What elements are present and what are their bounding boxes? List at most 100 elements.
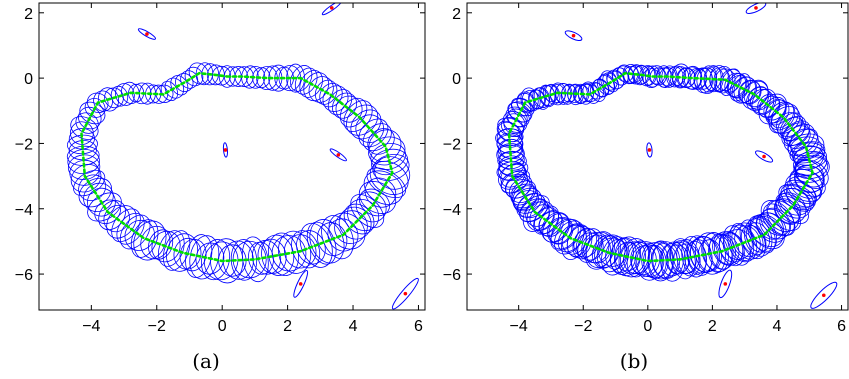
landmark	[646, 142, 653, 158]
x-tick-label: 0	[643, 318, 652, 335]
landmark	[718, 269, 733, 299]
landmark-uncertainty-ellipse	[391, 277, 419, 310]
pose-uncertainty-ellipse	[789, 128, 819, 156]
plot-area	[66, 3, 419, 310]
plot-area	[495, 3, 838, 309]
y-tick-label: −2	[443, 136, 461, 153]
pose-uncertainty-ellipse	[577, 83, 595, 103]
pose-uncertainty-ellipse	[712, 231, 744, 266]
landmark	[745, 3, 767, 14]
axes-frame	[466, 2, 849, 311]
robot-trajectory	[507, 71, 814, 263]
pose-uncertainty-ellipse	[584, 232, 614, 270]
landmark-point	[723, 282, 728, 286]
pose-uncertainty-ellipse	[775, 193, 809, 224]
x-tick-label: −4	[510, 318, 528, 335]
x-tick-label: 6	[414, 318, 423, 335]
y-tick-label: 0	[24, 71, 33, 88]
x-tick-label: 6	[837, 318, 846, 335]
landmark-point	[223, 148, 228, 152]
landmark-uncertainty-ellipse	[293, 269, 309, 298]
pose-uncertainty-ellipse	[374, 156, 411, 190]
pose-uncertainty-ellipse	[794, 165, 825, 193]
pose-uncertainty-ellipse	[671, 63, 691, 88]
pose-uncertainty-ellipse	[666, 241, 691, 275]
pose-uncertainty-ellipse	[550, 219, 582, 251]
x-tick-label: −2	[574, 318, 592, 335]
y-tick-label: −2	[15, 136, 33, 153]
pose-uncertainty-ellipse	[86, 92, 109, 114]
pose-uncertainty-ellipse	[560, 83, 576, 105]
pose-uncertainty-ellipse	[248, 241, 274, 275]
pose-uncertainty-ellipse	[774, 195, 802, 224]
pose-uncertainty-ellipse	[594, 235, 621, 268]
pose-uncertainty-ellipse	[749, 215, 784, 248]
landmark-uncertainty-ellipse	[646, 142, 653, 158]
x-tick-label: 0	[218, 318, 227, 335]
pose-uncertainty-ellipse	[704, 66, 724, 93]
robot-trajectory	[80, 71, 394, 263]
x-tick-label: 2	[708, 318, 717, 335]
pose-uncertainty-ellipse	[743, 79, 769, 108]
y-tick-label: 2	[24, 6, 33, 23]
pose-uncertainty-ellipse	[696, 67, 718, 95]
y-tick-label: 2	[452, 6, 461, 23]
pose-uncertainty-ellipse	[580, 81, 599, 102]
landmark	[293, 269, 309, 298]
landmark-point	[754, 6, 758, 10]
panel-caption: (a)	[192, 349, 220, 373]
x-tick-label: 4	[349, 318, 358, 335]
x-tick-label: −4	[82, 318, 100, 335]
landmark	[755, 150, 774, 163]
landmark	[391, 277, 419, 310]
landmark-point	[403, 291, 408, 296]
landmark-uncertainty-ellipse	[137, 28, 157, 40]
landmark-point	[762, 154, 766, 159]
pose-uncertainty-ellipse	[618, 238, 649, 278]
y-tick-label: −4	[443, 202, 461, 219]
pose-uncertainty-ellipse	[283, 234, 317, 269]
landmark-uncertainty-ellipse	[321, 3, 342, 16]
landmark-point	[571, 33, 576, 38]
landmark	[810, 281, 838, 309]
pose-uncertainty-ellipse	[520, 87, 539, 112]
landmark-uncertainty-ellipse	[755, 150, 774, 163]
axes-frame	[38, 2, 426, 311]
landmark-point	[647, 148, 652, 152]
pose-uncertainty-ellipse	[636, 243, 663, 281]
y-tick-label: 0	[452, 71, 461, 88]
landmark-uncertainty-ellipse	[329, 148, 347, 162]
x-tick-label: 2	[283, 318, 292, 335]
pose-uncertainty-ellipse	[497, 117, 525, 138]
pose-uncertainty-ellipse	[589, 82, 606, 102]
landmark-point	[329, 6, 334, 10]
chart-panel-a: −4 −2 0 2 4 6 2 0 −2 −4 −6 (a)	[15, 2, 426, 373]
landmark-uncertainty-ellipse	[810, 281, 838, 309]
landmark-uncertainty-ellipse	[222, 142, 229, 158]
landmark-point	[336, 153, 341, 157]
landmark-point	[821, 293, 826, 298]
x-tick-label: 4	[773, 318, 782, 335]
x-tick-label: −2	[148, 318, 166, 335]
pose-uncertainty-ellipse	[600, 70, 618, 91]
landmark	[321, 3, 342, 16]
chart-panel-b: −4 −2 0 2 4 6 2 0 −2 −4 −6 (b)	[443, 2, 849, 373]
landmark	[329, 148, 347, 162]
landmark-uncertainty-ellipse	[564, 30, 583, 41]
pose-uncertainty-ellipse	[517, 193, 546, 219]
pose-uncertainty-ellipse	[500, 171, 529, 194]
pose-uncertainty-ellipse	[601, 236, 630, 276]
y-tick-label: −4	[15, 202, 33, 219]
pose-uncertainty-ellipse	[777, 112, 803, 139]
pose-uncertainty-ellipse	[765, 98, 787, 124]
y-tick-label: −6	[15, 267, 33, 284]
y-tick-label: −6	[443, 267, 461, 284]
landmark	[137, 28, 157, 40]
landmark	[564, 30, 583, 41]
landmark	[222, 142, 229, 158]
landmark-point	[145, 32, 149, 36]
landmark-uncertainty-ellipse	[718, 269, 733, 299]
panel-caption: (b)	[620, 349, 648, 373]
landmark-point	[298, 282, 303, 286]
